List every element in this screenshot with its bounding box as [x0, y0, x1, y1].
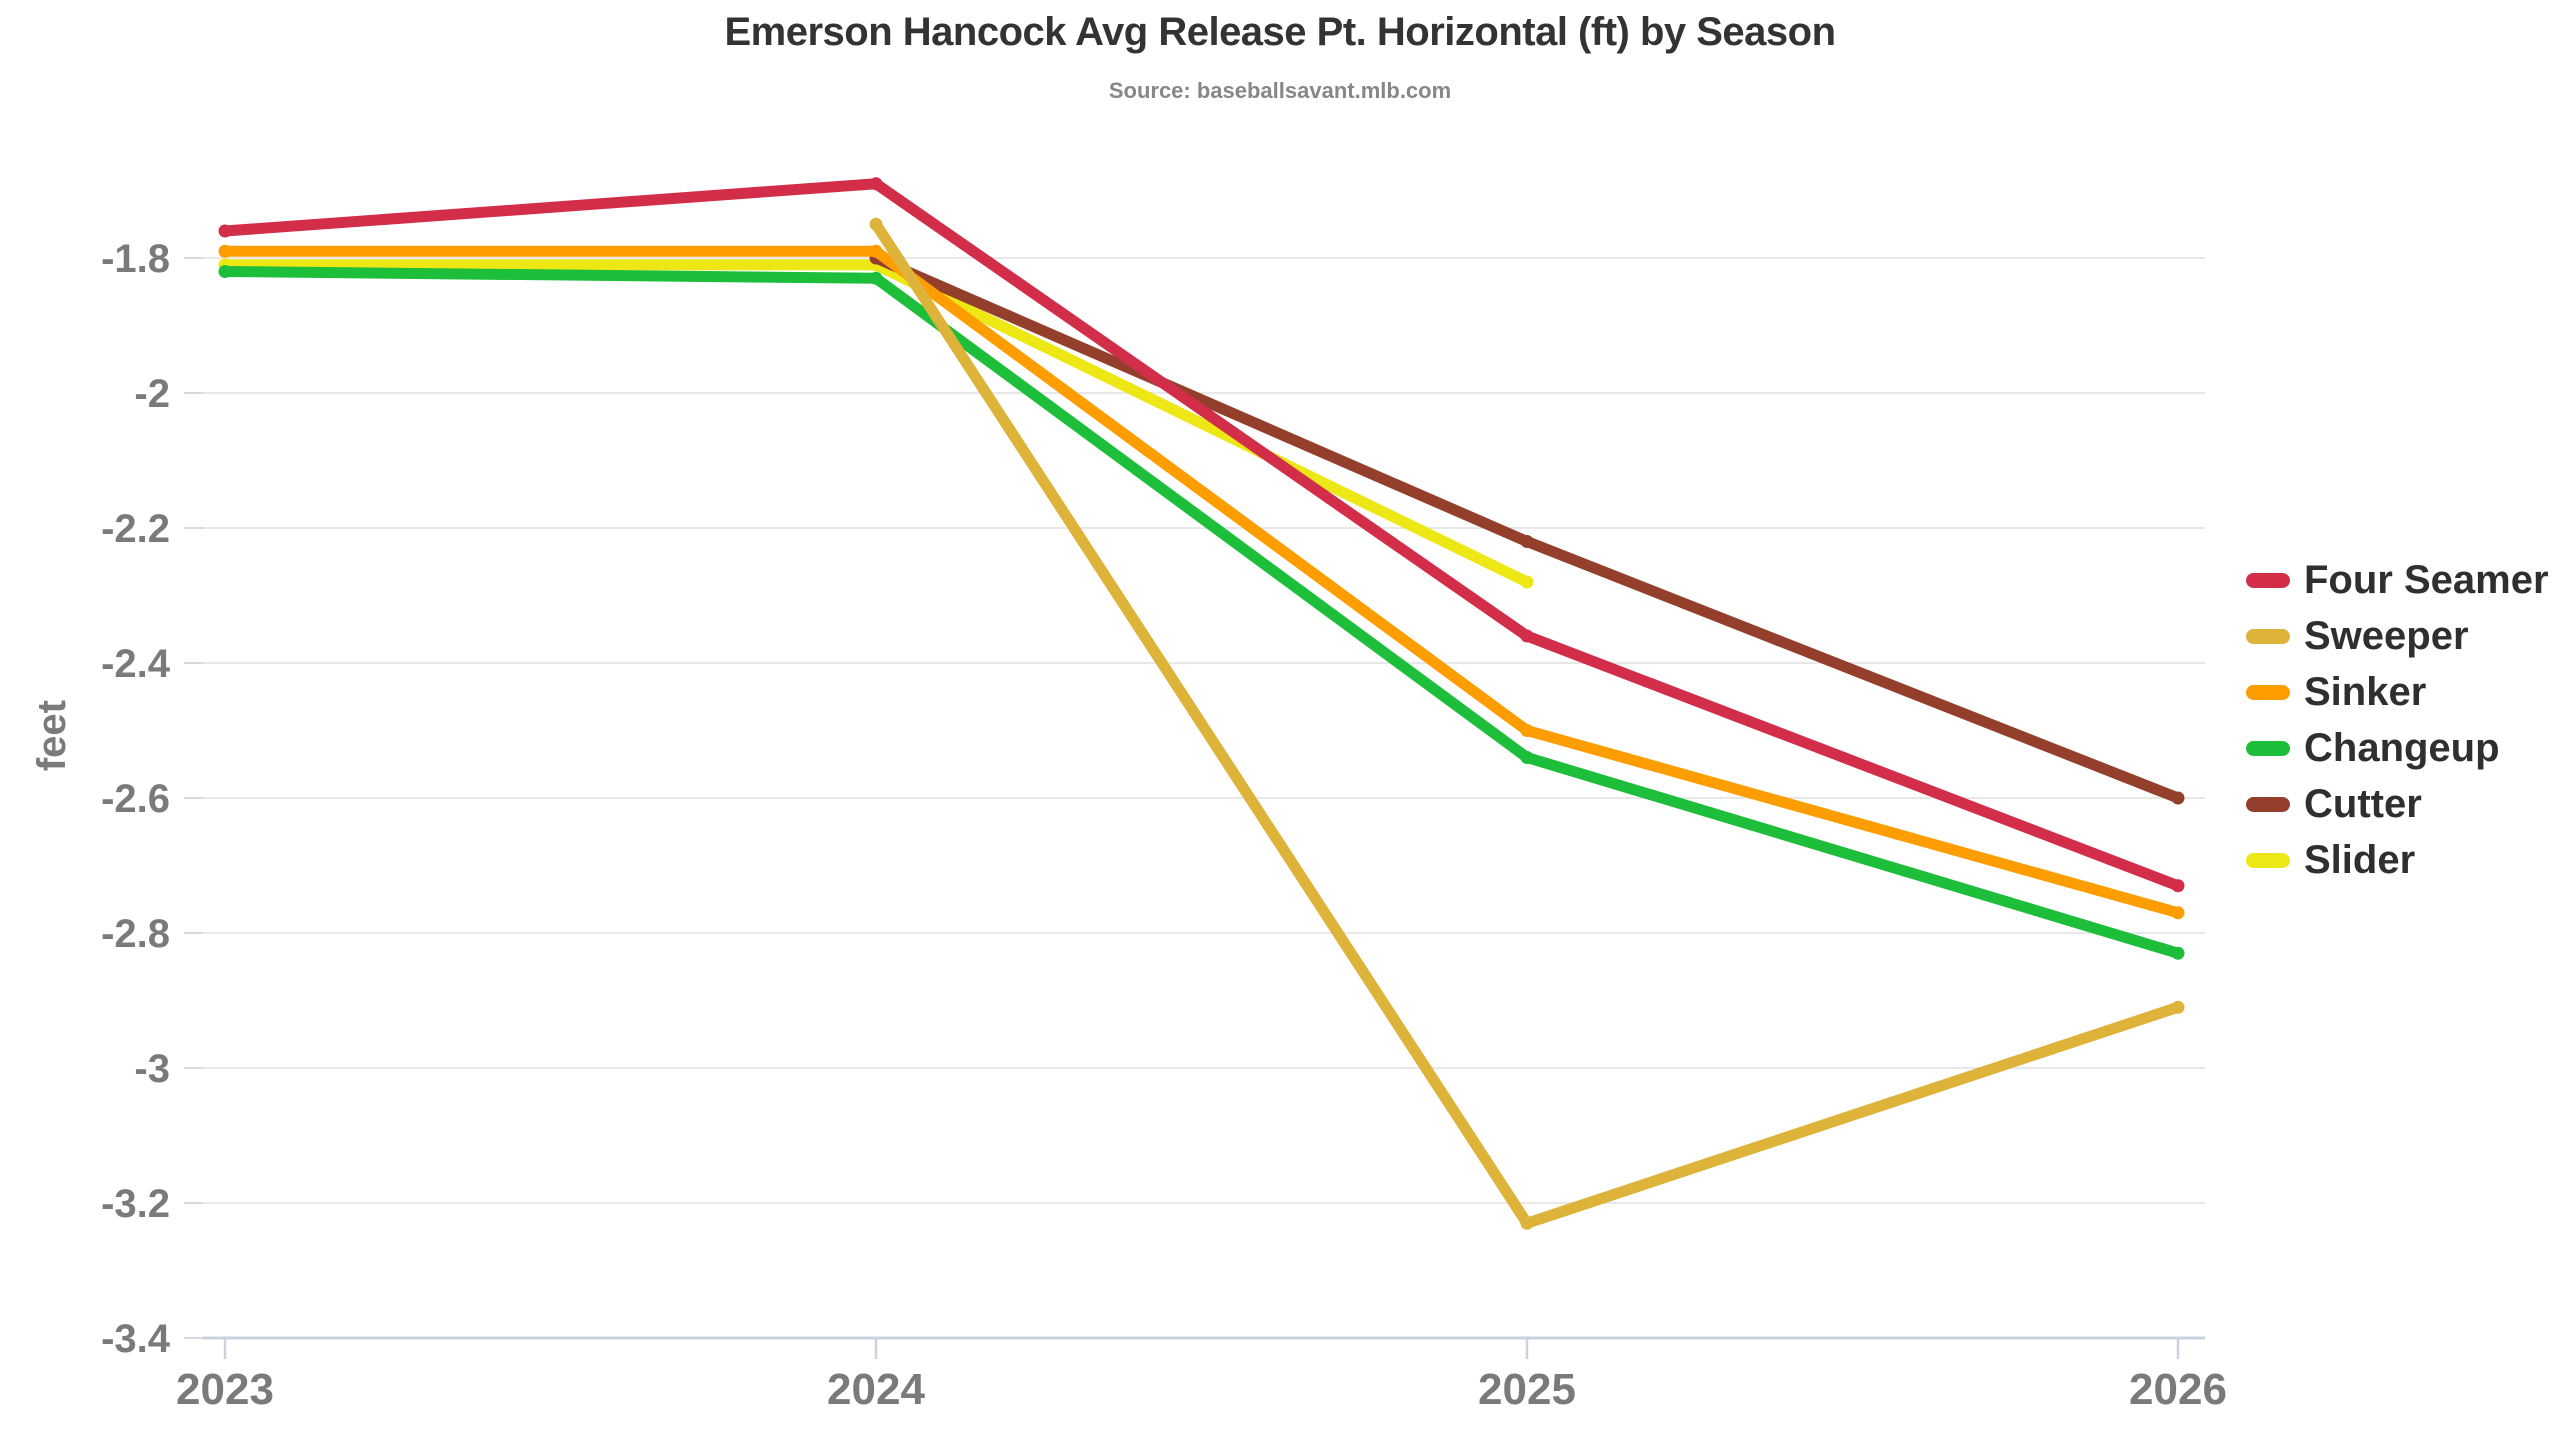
series-line-sinker	[219, 245, 2184, 919]
x-tick-label: 2023	[176, 1365, 274, 1414]
series-line-slider	[219, 259, 1533, 588]
y-tick-label: -2.6	[101, 777, 170, 821]
data-point-four-seamer	[869, 177, 883, 191]
x-tick-label: 2024	[827, 1365, 925, 1414]
data-point-sweeper	[2171, 1000, 2185, 1014]
legend-label: Four Seamer	[2304, 557, 2549, 602]
legend-item-cutter[interactable]: Cutter	[2246, 776, 2549, 832]
legend-item-slider[interactable]: Slider	[2246, 832, 2549, 888]
data-point-changeup	[2171, 946, 2185, 960]
data-point-sweeper	[1520, 1216, 1534, 1230]
legend-swatch-slider	[2246, 852, 2290, 868]
data-point-sweeper	[869, 217, 883, 231]
legend-swatch-cutter	[2246, 796, 2290, 812]
data-point-four-seamer	[1520, 629, 1534, 643]
legend-item-sweeper[interactable]: Sweeper	[2246, 608, 2549, 664]
x-tick-label: 2026	[2129, 1365, 2227, 1414]
chart-source: Source: baseballsavant.mlb.com	[1108, 78, 1452, 103]
data-point-cutter	[2171, 791, 2185, 805]
data-point-sinker	[1520, 724, 1534, 737]
data-point-sinker	[218, 244, 232, 258]
chart-title: Emerson Hancock Avg Release Pt. Horizont…	[724, 10, 1836, 54]
legend-label: Cutter	[2304, 781, 2422, 826]
legend-swatch-changeup	[2246, 740, 2290, 756]
y-tick-label: -2	[134, 372, 170, 416]
legend-label: Sweeper	[2304, 613, 2469, 658]
series-line-four-seamer	[219, 178, 2184, 892]
data-point-four-seamer	[2171, 879, 2185, 893]
y-tick-label: -3	[134, 1047, 170, 1091]
data-point-four-seamer	[218, 224, 232, 238]
data-point-changeup	[1520, 751, 1534, 764]
y-tick-label: -2.8	[101, 912, 170, 956]
series-line-changeup	[219, 266, 2184, 959]
y-tick-label: -1.8	[101, 237, 170, 281]
data-point-sinker	[2171, 906, 2185, 920]
legend-swatch-four-seamer	[2246, 572, 2290, 588]
y-tick-label: -2.2	[101, 507, 170, 551]
y-tick-label: -3.4	[101, 1317, 171, 1361]
data-point-cutter	[1520, 535, 1534, 548]
legend-label: Slider	[2304, 837, 2416, 882]
legend-item-changeup[interactable]: Changeup	[2246, 720, 2549, 776]
legend-swatch-sinker	[2246, 684, 2290, 700]
legend-label: Changeup	[2304, 725, 2500, 770]
y-tick-label: -3.2	[101, 1182, 170, 1226]
chart-legend: Four Seamer Sweeper Sinker Changeup Cutt…	[2246, 552, 2549, 888]
data-point-sinker	[869, 244, 883, 258]
legend-item-four-seamer[interactable]: Four Seamer	[2246, 552, 2549, 608]
legend-swatch-sweeper	[2246, 628, 2290, 644]
legend-label: Sinker	[2304, 669, 2427, 714]
legend-item-sinker[interactable]: Sinker	[2246, 664, 2549, 720]
data-point-changeup	[869, 271, 883, 285]
data-point-slider	[1520, 575, 1534, 589]
data-point-changeup	[218, 265, 232, 278]
y-tick-label: -2.4	[101, 642, 171, 686]
x-tick-label: 2025	[1478, 1365, 1576, 1414]
